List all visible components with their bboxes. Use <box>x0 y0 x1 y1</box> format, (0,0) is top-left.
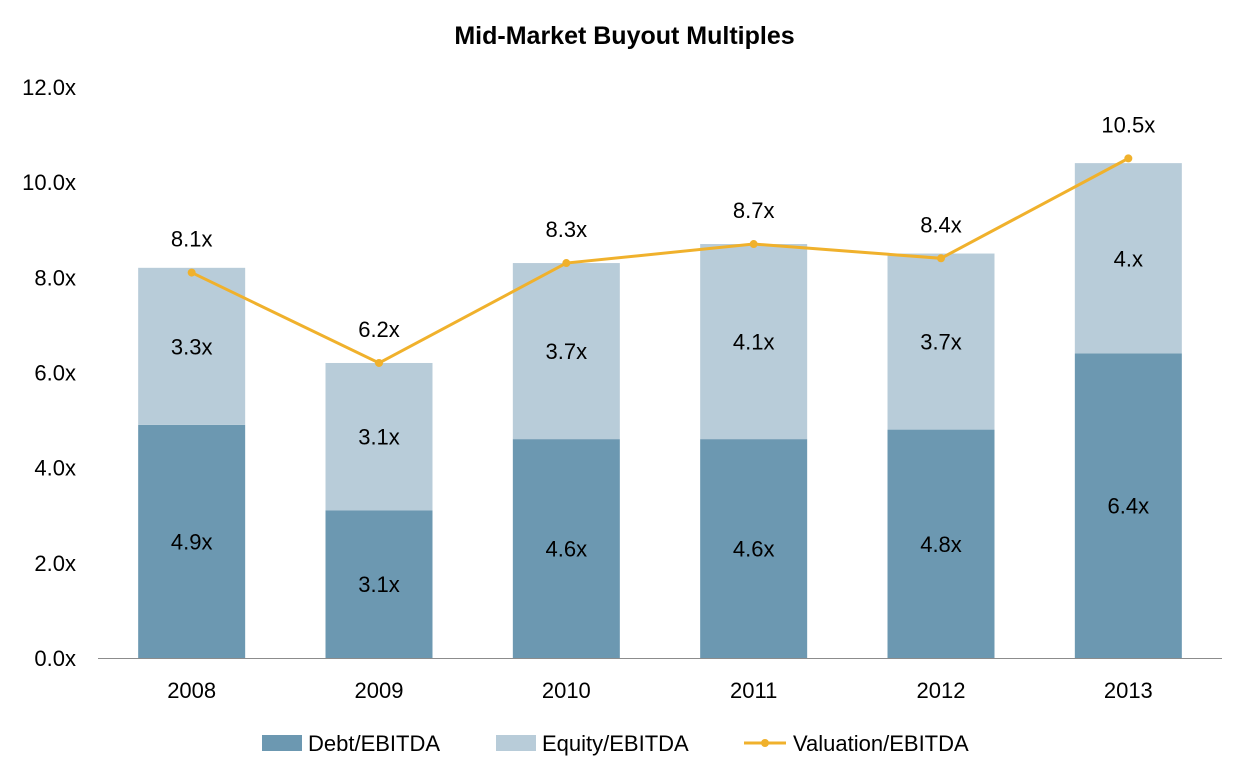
y-tick-label: 0.0x <box>34 646 76 671</box>
legend-swatch-valuation-marker <box>761 739 769 747</box>
legend-swatch-debt <box>262 735 302 751</box>
y-tick-label: 2.0x <box>34 551 76 576</box>
x-tick-label-2010: 2010 <box>542 678 591 703</box>
label-valuation-2011: 8.7x <box>733 198 775 223</box>
bar-equity-2013 <box>1074 163 1182 354</box>
bar-debt-2009 <box>325 510 433 658</box>
bar-equity-2009 <box>325 362 433 511</box>
label-equity-2013: 4.x <box>1114 246 1143 271</box>
legend-label-debt: Debt/EBITDA <box>308 731 440 756</box>
legend-label-valuation: Valuation/EBITDA <box>793 731 969 756</box>
y-tick-label: 8.0x <box>34 265 76 290</box>
label-equity-2010: 3.7x <box>546 339 588 364</box>
chart-title: Mid-Market Buyout Multiples <box>454 22 795 50</box>
label-valuation-2013: 10.5x <box>1101 112 1155 137</box>
label-debt-2011: 4.6x <box>733 537 775 562</box>
x-tick-label-2011: 2011 <box>730 678 777 703</box>
axis-layer: 0.0x 2.0x 4.0x 6.0x 8.0x 10.0x 12.0x 2008 2009 20… <box>22 75 1222 703</box>
label-equity-2009: 3.1x <box>358 425 400 450</box>
valuation-point-2008 <box>187 268 196 277</box>
label-equity-2008: 3.3x <box>171 334 213 359</box>
valuation-point-2012 <box>937 254 945 263</box>
valuation-point-2010 <box>562 259 571 268</box>
bars-layer <box>138 163 1182 658</box>
label-valuation-2012: 8.4x <box>920 212 962 237</box>
legend: Debt/EBITDA Equity/EBITDA Valuation/EBITDA <box>262 731 969 756</box>
bar-debt-2013 <box>1074 353 1182 658</box>
label-valuation-2008: 8.1x <box>171 227 213 252</box>
y-tick-label: 10.0x <box>22 170 76 195</box>
valuation-point-2009 <box>375 358 383 367</box>
label-debt-2012: 4.8x <box>920 532 962 557</box>
valuation-line <box>191 157 1130 365</box>
label-valuation-2010: 8.3x <box>546 217 588 242</box>
bar-debt-2012 <box>887 429 995 658</box>
valuation-point-2013 <box>1124 154 1133 163</box>
y-tick-label: 6.0x <box>34 361 76 386</box>
bar-equity-2012 <box>887 253 995 430</box>
y-tick-label: 4.0x <box>34 456 76 481</box>
x-tick-label-2008: 2008 <box>167 678 216 703</box>
bar-debt-2011 <box>700 439 808 658</box>
label-debt-2013: 6.4x <box>1108 494 1150 519</box>
bar-equity-2011 <box>700 244 808 440</box>
data-labels-layer: 4.9x 3.3x 3.1x 3.1x 4.6x 3.7x 4.6x 4.1x 4.8x 3.7x… <box>171 112 1155 597</box>
label-debt-2009: 3.1x <box>358 572 400 597</box>
bar-debt-2010 <box>512 439 620 658</box>
x-tick-label-2012: 2012 <box>917 678 966 703</box>
label-equity-2011: 4.1x <box>733 330 775 355</box>
x-tick-label-2009: 2009 <box>355 678 404 703</box>
label-equity-2012: 3.7x <box>920 330 962 355</box>
x-tick-label-2013: 2013 <box>1104 678 1153 703</box>
bar-equity-2008 <box>138 267 246 425</box>
label-debt-2010: 4.6x <box>546 537 588 562</box>
valuation-point-2011 <box>749 240 758 249</box>
valuation-line-layer <box>187 154 1133 367</box>
legend-label-equity: Equity/EBITDA <box>542 731 689 756</box>
bar-equity-2010 <box>512 263 620 440</box>
label-valuation-2009: 6.2x <box>358 317 400 342</box>
legend-swatch-equity <box>496 735 536 751</box>
bar-debt-2008 <box>138 424 246 658</box>
y-tick-label: 12.0x <box>22 75 76 100</box>
label-debt-2008: 4.9x <box>171 529 213 554</box>
